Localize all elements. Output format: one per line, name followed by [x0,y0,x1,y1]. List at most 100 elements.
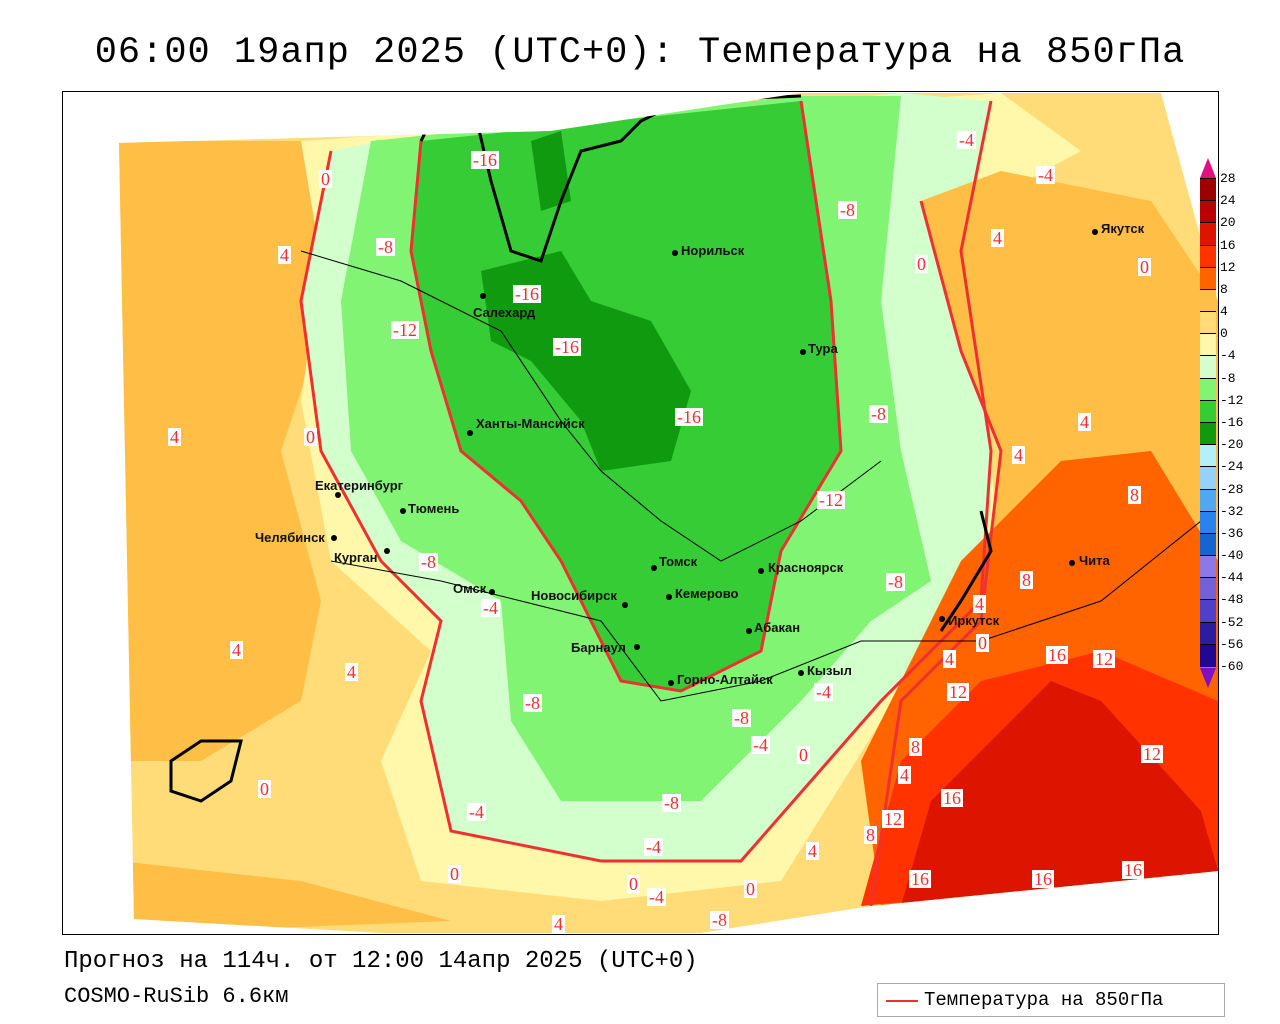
colorbar-segment [1200,555,1216,579]
contour-label: 0 [976,633,989,653]
colorbar-segment [1200,178,1216,202]
city-marker [1069,560,1075,566]
contour-label: -4 [957,130,976,150]
city-marker [634,644,640,650]
colorbar-tick-label: -8 [1220,370,1236,386]
city-label: Иркутск [948,613,1000,628]
city-marker [335,492,341,498]
zone-4-8-southwest [119,861,451,933]
colorbar-segment [1200,311,1216,335]
colorbar-tick-label: 28 [1220,171,1236,186]
city-label: Салехард [473,305,536,320]
zone-minus20-minus16 [481,251,691,471]
contour-label: -8 [419,552,438,572]
borders [300,250,1202,702]
colorbar-tick-label: -32 [1220,503,1244,519]
city-marker [651,565,657,571]
colorbar-tick-label: -48 [1220,592,1244,608]
legend: Температура на 850гПа [877,983,1225,1017]
contour-label: 4 [973,594,986,614]
contour-label: 16 [941,788,963,808]
colorbar-tick-label: -16 [1220,414,1244,430]
contour-label: 12 [1141,744,1163,764]
contour-label: 8 [1128,485,1141,505]
city-label: Якутск [1101,221,1145,236]
contour-label: -4 [751,735,770,755]
contour-label: 4 [1012,445,1025,465]
city-label: Новосибирск [531,588,617,603]
contour-label: 4 [991,228,1004,248]
colorbar-segment [1200,333,1216,357]
city-label: Ханты-Мансийск [476,416,585,431]
colorbar-tick-label: 16 [1220,237,1236,253]
contour-label: -4 [467,802,486,822]
contour-label: 0 [319,169,332,189]
zone-4-8-west [119,141,331,761]
contour-label: 4 [552,914,565,934]
colorbar-tick-label: 4 [1220,304,1228,320]
contour-label: 0 [1138,257,1151,277]
city-label: Красноярск [768,560,844,575]
colorbar-segment [1200,510,1216,534]
city-marker [666,594,672,600]
zone-minus20-minus16-north [531,131,571,211]
contour-label: 12 [882,809,904,829]
city-marker [480,293,486,299]
main-isotherms [299,100,1003,907]
city-label: Барнаул [571,640,626,655]
contour-label: -8 [523,693,542,713]
city-label: Омск [453,581,487,596]
contour-label: 4 [230,640,243,660]
colorbar-tick-label: -12 [1220,392,1244,408]
city-marker [668,680,674,686]
model-name: COSMO-RuSib 6.6км [64,984,289,1009]
contour-label: 4 [943,649,956,669]
colorbar-tick-label: 24 [1220,193,1236,209]
colorbar-tick-label: -40 [1220,548,1244,564]
contour-label: -12 [817,490,845,510]
legend-label: Температура на 850гПа [924,989,1164,1011]
colorbar-tick-label: -60 [1220,658,1244,674]
legend-line-swatch [886,1000,918,1002]
colorbar-segment [1200,444,1216,468]
contour-label: 0 [744,879,757,899]
contour-label: -8 [869,404,888,424]
contour-label: 16 [1046,645,1068,665]
contour-label: -8 [376,237,395,257]
colorbar-segment [1200,244,1216,268]
colorbar-top-arrow-icon [1200,158,1216,178]
city-marker [746,628,752,634]
contour-label: 8 [864,825,877,845]
colorbar-segment [1200,488,1216,512]
contour-label: 4 [345,662,358,682]
colorbar-tick-label: 0 [1220,326,1228,342]
contour-label: 4 [168,427,181,447]
city-label: Тюмень [408,501,460,516]
city-label: Томск [659,554,698,569]
contour-label: -4 [1036,165,1055,185]
forecast-info: Прогноз на 114ч. от 12:00 14апр 2025 (UT… [64,948,698,975]
colorbar-tick-label: -28 [1220,481,1244,497]
contour-label: 8 [909,737,922,757]
contour-label: 0 [627,874,640,894]
city-marker [384,548,390,554]
colorbar-tick-label: 8 [1220,281,1228,297]
colorbar-segment [1200,577,1216,601]
contour-label: 4 [806,841,819,861]
city-label: Горно-Алтайск [677,672,773,687]
city-label: Екатеринбург [315,478,404,493]
contour-label: -8 [886,572,905,592]
colorbar-tick-label: 20 [1220,215,1236,231]
city-marker [1092,229,1098,235]
colorbar-tick-label: 12 [1220,259,1236,275]
colorbar-tick-label: -24 [1220,459,1244,475]
contour-label: 12 [947,682,969,702]
contour-label: 0 [448,864,461,884]
city-label: Абакан [754,620,801,635]
contour-label: 4 [1078,412,1091,432]
city-marker [331,535,337,541]
city-marker [800,349,806,355]
colorbar-segment [1200,421,1216,446]
contour-label: -4 [644,837,663,857]
colorbar-tick-label: -56 [1220,636,1244,652]
